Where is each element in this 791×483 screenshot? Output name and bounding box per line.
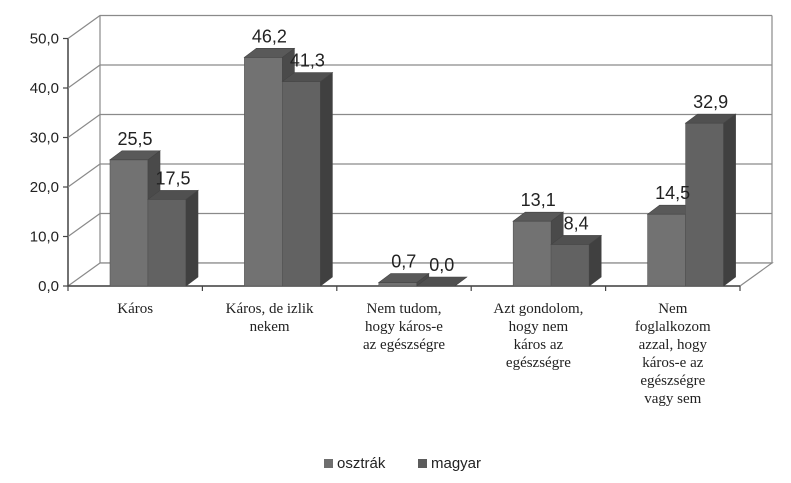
data-label-magyar-4: 8,4 xyxy=(564,213,589,233)
y-tick-label: 0,0 xyxy=(38,278,59,295)
bar-top xyxy=(550,235,603,245)
category-label-line: Káros xyxy=(117,301,153,317)
y-tick-label: 10,0 xyxy=(30,229,59,246)
category-label-line: egészségre xyxy=(506,355,571,371)
data-label-osztrák-5: 14,5 xyxy=(655,183,690,203)
category-label-line: káros az xyxy=(514,337,564,353)
bar-top xyxy=(147,190,199,200)
category-label-line: hogy káros-e xyxy=(365,319,443,335)
bar-front xyxy=(647,213,686,287)
gridline xyxy=(67,163,772,188)
legend-label-magyar: magyar xyxy=(431,455,481,472)
bar-front xyxy=(550,244,590,287)
gridline xyxy=(67,64,772,89)
y-tick-label: 50,0 xyxy=(30,31,59,48)
category-label-line: azzal, hogy xyxy=(639,337,708,353)
category-label-line: nekem xyxy=(250,319,290,335)
data-label-osztrák-4: 13,1 xyxy=(521,190,556,210)
bar-front xyxy=(109,159,149,287)
bars xyxy=(109,47,737,287)
bar-top xyxy=(243,48,296,58)
category-label-line: egészségre xyxy=(640,373,705,389)
data-label-magyar-3: 0,0 xyxy=(429,255,454,275)
data-label-magyar-5: 32,9 xyxy=(693,92,728,112)
category-label-line: hogy nem xyxy=(509,319,569,335)
category-label-line: vagy sem xyxy=(644,391,701,407)
bar-top xyxy=(281,72,334,82)
bar-front xyxy=(244,57,283,287)
legend-label-osztrak: osztrák xyxy=(337,455,386,472)
legend: osztrák magyar xyxy=(324,455,481,472)
category-label-2: Káros, de izlik nekem xyxy=(226,301,314,335)
bar-top xyxy=(512,211,565,222)
bar-top xyxy=(377,273,430,283)
bar-top xyxy=(684,113,737,124)
legend-swatch-magyar xyxy=(418,459,427,468)
bar-front xyxy=(685,122,724,287)
legend-swatch-osztrak xyxy=(324,459,333,468)
bar-front xyxy=(147,199,187,287)
category-label-3: Nem tudom, hogy káros-e az egészségre xyxy=(363,301,445,353)
data-label-magyar-1: 17,5 xyxy=(155,168,190,188)
y-tick-label: 30,0 xyxy=(30,130,59,147)
category-label-line: Káros, de izlik xyxy=(226,301,314,317)
bar-top xyxy=(109,150,161,161)
category-label-line: káros-e az xyxy=(642,355,704,371)
bar-magyar-5 xyxy=(684,113,737,287)
bar-side xyxy=(185,189,199,287)
bar-front xyxy=(378,282,418,287)
category-labels: Káros Káros, de izlik nekem Nem tudom, hogy … xyxy=(117,301,711,407)
gridline xyxy=(67,113,772,138)
bar-side xyxy=(320,71,333,287)
data-label-magyar-2: 41,3 xyxy=(290,51,325,71)
gridline xyxy=(67,14,772,39)
category-label-line: az egészségre xyxy=(363,337,445,353)
bar-magyar-4 xyxy=(550,234,603,287)
category-label-line: Nem xyxy=(658,301,687,317)
bar-side xyxy=(723,113,736,287)
category-label-line: Nem tudom, xyxy=(367,301,442,317)
bar-top xyxy=(415,276,468,287)
category-label-1: Káros xyxy=(117,301,153,317)
bar-osztrák-1 xyxy=(109,150,161,287)
data-label-osztrák-3: 0,7 xyxy=(391,252,416,272)
data-label-osztrák-2: 46,2 xyxy=(252,26,287,46)
data-label-osztrák-1: 25,5 xyxy=(117,129,152,149)
bar-magyar-1 xyxy=(147,189,199,287)
y-tick-label: 40,0 xyxy=(30,80,59,97)
category-label-line: Azt gondolom, xyxy=(493,301,583,317)
y-axis-ticks: 0,0 10,0 20,0 30,0 40,0 50,0 xyxy=(30,31,68,295)
bar-magyar-3 xyxy=(415,276,468,287)
bar-front xyxy=(512,220,552,287)
data-labels: 25,517,5 46,241,3 0,7 0,0 13,1 8,4 14,5 32,9 xyxy=(117,26,728,275)
category-label-5: Nem foglalkozom azzal, hogy káros-e az egész… xyxy=(635,301,711,407)
bar-magyar-2 xyxy=(281,71,334,287)
y-tick-label: 20,0 xyxy=(30,179,59,196)
category-label-4: Azt gondolom, hogy nem káros az egészségre xyxy=(493,301,583,371)
category-label-line: foglalkozom xyxy=(635,319,711,335)
bar-front xyxy=(282,81,321,287)
